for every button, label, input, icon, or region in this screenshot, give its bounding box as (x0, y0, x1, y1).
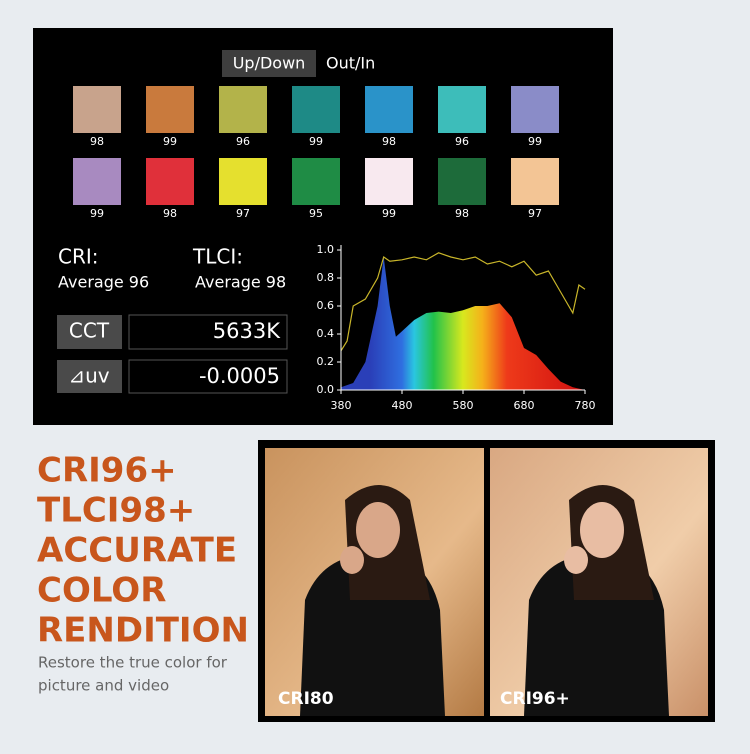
duv-value: -0.0005 (199, 364, 280, 388)
swatch (438, 86, 486, 133)
swatch-value: 99 (163, 135, 177, 148)
swatch (511, 158, 559, 205)
swatch (73, 158, 121, 205)
x-tick-label: 680 (514, 399, 535, 412)
subtitle-line: Restore the true color for (38, 654, 228, 672)
swatch-value: 99 (528, 135, 542, 148)
swatch-value: 99 (309, 135, 323, 148)
cct-label: CCT (69, 319, 110, 343)
x-tick-label: 380 (331, 399, 352, 412)
swatch-value: 99 (382, 207, 396, 220)
swatches: 98 99 96 99 98 96 99 99 98 97 95 99 98 97 (73, 86, 559, 220)
swatch-value: 98 (455, 207, 469, 220)
x-tick-label: 480 (392, 399, 413, 412)
swatch (219, 86, 267, 133)
swatch-value: 95 (309, 207, 323, 220)
duv-value-box (128, 359, 288, 394)
swatch-value: 98 (90, 135, 104, 148)
tab-active[interactable] (222, 50, 316, 77)
cct-label-box (57, 315, 122, 349)
headline-line: CRI96+ (37, 451, 177, 491)
tlci-average: Average 98 (195, 273, 286, 292)
tab[interactable]: Out/In (326, 54, 375, 73)
duv-label: ⊿uv (68, 364, 109, 388)
swatch-value: 96 (455, 135, 469, 148)
photo-label: CRI96+ (500, 689, 570, 709)
swatch-value: 97 (528, 207, 542, 220)
swatch (146, 86, 194, 133)
swatch (438, 158, 486, 205)
tlci-label: TLCI: (192, 245, 243, 269)
swatch (146, 158, 194, 205)
headline-line: RENDITION (37, 611, 249, 651)
headline-line: TLCI98+ (37, 491, 195, 531)
duv-label-box (57, 360, 122, 393)
tab[interactable]: Up/Down (233, 54, 306, 73)
swatch-value: 97 (236, 207, 250, 220)
x-tick-label: 580 (453, 399, 474, 412)
swatch-value: 98 (382, 135, 396, 148)
swatch-value: 98 (163, 207, 177, 220)
cct-value-box (128, 314, 288, 350)
swatch (292, 86, 340, 133)
photo (265, 448, 484, 716)
swatch (219, 158, 267, 205)
headline-line: ACCURATE (37, 531, 237, 571)
cri-label: CRI: (58, 245, 99, 269)
y-tick-label: 0.0 (317, 383, 335, 396)
reference-line (340, 252, 586, 352)
subtitle-line: picture and video (38, 677, 169, 695)
cct-value: 5633K (213, 319, 281, 343)
spectrum-chart: 0.0 0.2 0.4 0.6 0.8 1.0 380 480 580 680 780 (317, 243, 596, 412)
swatch (511, 86, 559, 133)
spectrum-area (341, 257, 585, 390)
photo-label: CRI80 (278, 689, 334, 709)
swatch (73, 86, 121, 133)
y-tick-label: 0.2 (317, 355, 335, 368)
y-tick-label: 0.4 (317, 327, 335, 340)
swatch-value: 96 (236, 135, 250, 148)
cri-average: Average 96 (58, 273, 149, 292)
x-tick-label: 780 (575, 399, 596, 412)
photo (490, 448, 708, 716)
swatch-value: 99 (90, 207, 104, 220)
y-tick-label: 0.6 (317, 299, 335, 312)
y-tick-label: 1.0 (317, 243, 335, 256)
swatch (365, 158, 413, 205)
y-tick-label: 0.8 (317, 271, 335, 284)
swatch (365, 86, 413, 133)
headline-line: COLOR (37, 571, 166, 611)
swatch (292, 158, 340, 205)
